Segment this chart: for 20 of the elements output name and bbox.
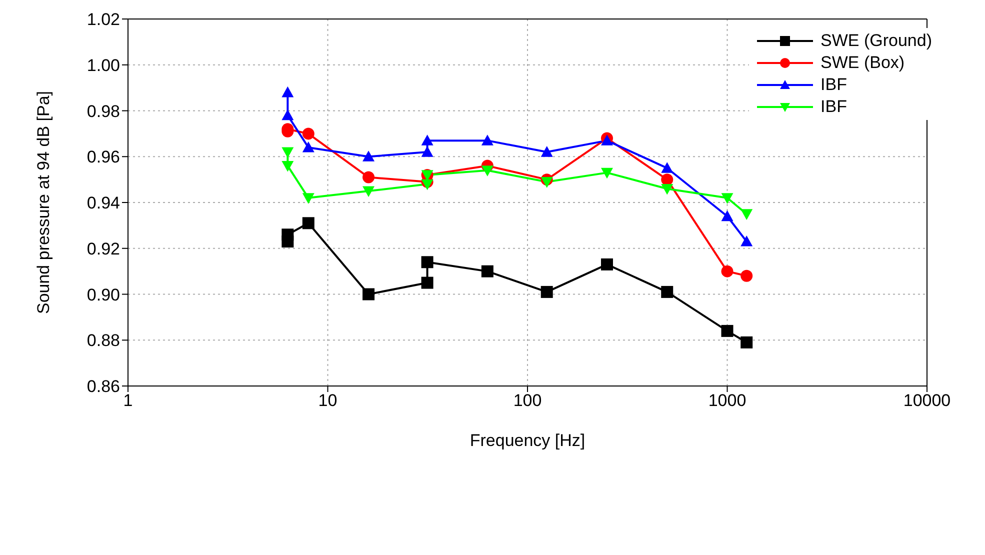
y-tick-label: 1.02 [86, 10, 120, 30]
y-tick-label: 0.90 [86, 285, 120, 304]
y-tick-label: 0.86 [86, 377, 120, 396]
legend-label: SWE (Ground) [820, 31, 932, 51]
y-tick-label: 0.88 [86, 331, 120, 350]
x-tick-label: 10 [318, 391, 338, 410]
x-tick-label: 1 [123, 391, 133, 410]
y-tick-label: 1.00 [86, 56, 120, 75]
y-tick-label: 0.96 [86, 148, 120, 167]
x-tick-label: 1000 [708, 391, 746, 410]
y-axis-title: Sound pressure at 94 dB [Pa] [34, 90, 54, 314]
x-axis-title: Frequency [Hz] [470, 431, 586, 450]
legend-label: IBF [820, 97, 847, 117]
x-tick-label: 10000 [903, 391, 951, 410]
y-tick-label: 0.94 [86, 194, 120, 213]
x-tick-label: 100 [513, 391, 542, 410]
y-tick-label: 0.92 [86, 239, 120, 258]
legend-label: IBF [820, 75, 847, 95]
y-tick-label: 0.98 [86, 102, 120, 121]
legend-label: SWE (Box) [820, 53, 905, 73]
